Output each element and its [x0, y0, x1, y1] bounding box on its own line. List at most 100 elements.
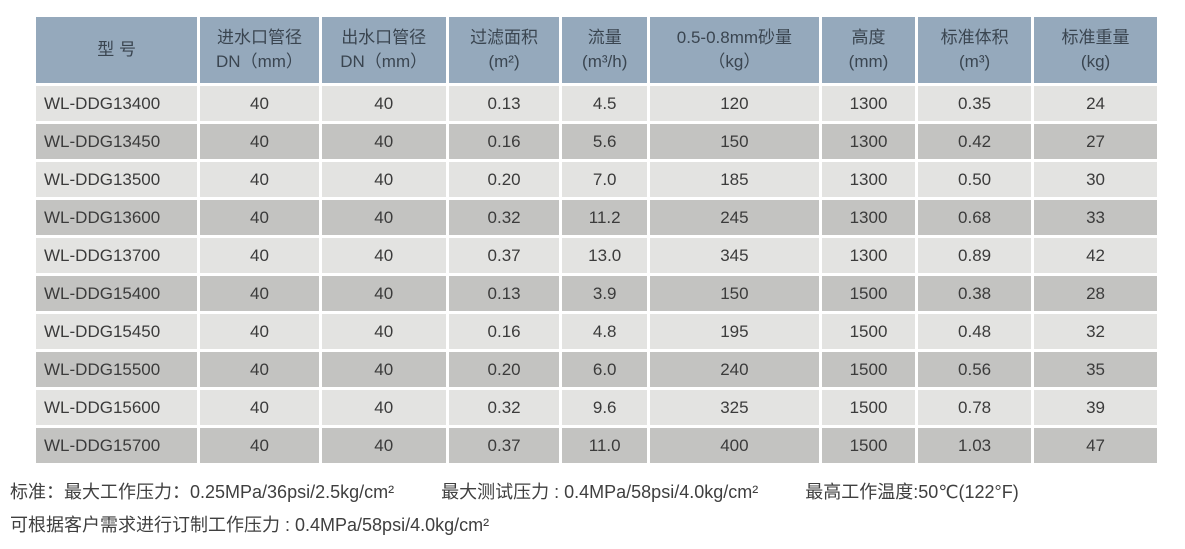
value-cell: 40: [200, 428, 319, 463]
value-cell: 40: [200, 314, 319, 349]
header-row: 型 号进水口管径 DN（mm） 出水口管径 DN（mm） 过滤面积 (m²) 流量 (m³/h…: [36, 17, 1157, 83]
note-max-working-pressure: 标准：最大工作压力：0.25MPa/36psi/2.5kg/cm²: [10, 482, 395, 502]
value-cell: 35: [1034, 352, 1157, 387]
table-row: WL-DDG15600 40 40 0.32 9.6 325 1500 0.78 39: [36, 390, 1157, 425]
note-custom-pressure: 可根据客户需求进行订制工作压力 : 0.4MPa/58psi/4.0kg/cm²: [10, 515, 490, 536]
model-cell: WL-DDG15500: [36, 352, 198, 387]
value-cell: 40: [321, 352, 446, 387]
header-cell-6: 高度 (mm): [821, 17, 916, 83]
header-cell-1: 进水口管径 DN（mm）: [200, 17, 319, 83]
model-cell: WL-DDG15600: [36, 390, 198, 425]
table-row: WL-DDG15400 40 40 0.13 3.9 150 1500 0.38 28: [36, 276, 1157, 311]
spec-table: 型 号进水口管径 DN（mm） 出水口管径 DN（mm） 过滤面积 (m²) 流量 (m³/h…: [33, 14, 1160, 466]
value-cell: 345: [649, 238, 819, 273]
value-cell: 0.13: [448, 276, 560, 311]
value-cell: 40: [200, 86, 319, 121]
value-cell: 40: [200, 390, 319, 425]
value-cell: 120: [649, 86, 819, 121]
value-cell: 40: [321, 238, 446, 273]
value-cell: 40: [321, 428, 446, 463]
value-cell: 0.20: [448, 352, 560, 387]
value-cell: 1500: [821, 276, 916, 311]
value-cell: 150: [649, 124, 819, 159]
value-cell: 195: [649, 314, 819, 349]
value-cell: 1.03: [918, 428, 1032, 463]
value-cell: 1300: [821, 162, 916, 197]
header-cell-7: 标准体积 (m³): [918, 17, 1032, 83]
header-cell-3: 过滤面积 (m²): [448, 17, 560, 83]
header-cell-2: 出水口管径 DN（mm）: [321, 17, 446, 83]
value-cell: 33: [1034, 200, 1157, 235]
table-body: WL-DDG13400 40 40 0.13 4.5 120 1300 0.35 24 WL-DD…: [36, 86, 1157, 463]
note-max-working-temperature: 最高工作温度:50℃(122°F): [805, 482, 1019, 502]
header-cell-8: 标准重量 (kg): [1034, 17, 1157, 83]
model-cell: WL-DDG13450: [36, 124, 198, 159]
value-cell: 40: [321, 162, 446, 197]
value-cell: 1300: [821, 86, 916, 121]
value-cell: 40: [200, 162, 319, 197]
model-cell: WL-DDG15700: [36, 428, 198, 463]
model-cell: WL-DDG15450: [36, 314, 198, 349]
value-cell: 325: [649, 390, 819, 425]
model-cell: WL-DDG15400: [36, 276, 198, 311]
note-max-test-pressure: 最大测试压力 : 0.4MPa/58psi/4.0kg/cm²: [441, 482, 759, 502]
value-cell: 28: [1034, 276, 1157, 311]
header-cell-5: 0.5-0.8mm砂量 （kg）: [649, 17, 819, 83]
value-cell: 0.32: [448, 390, 560, 425]
value-cell: 0.37: [448, 238, 560, 273]
value-cell: 0.32: [448, 200, 560, 235]
value-cell: 27: [1034, 124, 1157, 159]
table-row: WL-DDG13400 40 40 0.13 4.5 120 1300 0.35 24: [36, 86, 1157, 121]
header-cell-0: 型 号: [36, 17, 198, 83]
value-cell: 40: [200, 200, 319, 235]
value-cell: 40: [321, 86, 446, 121]
value-cell: 0.68: [918, 200, 1032, 235]
table-row: WL-DDG15700 40 40 0.37 11.0 400 1500 1.03 47: [36, 428, 1157, 463]
table-header: 型 号进水口管径 DN（mm） 出水口管径 DN（mm） 过滤面积 (m²) 流量 (m³/h…: [36, 17, 1157, 83]
value-cell: 0.78: [918, 390, 1032, 425]
model-cell: WL-DDG13500: [36, 162, 198, 197]
value-cell: 40: [200, 352, 319, 387]
value-cell: 24: [1034, 86, 1157, 121]
value-cell: 0.16: [448, 124, 560, 159]
model-cell: WL-DDG13400: [36, 86, 198, 121]
value-cell: 1300: [821, 238, 916, 273]
value-cell: 1500: [821, 352, 916, 387]
value-cell: 245: [649, 200, 819, 235]
table-row: WL-DDG13450 40 40 0.16 5.6 150 1300 0.42 27: [36, 124, 1157, 159]
value-cell: 0.13: [448, 86, 560, 121]
value-cell: 0.35: [918, 86, 1032, 121]
value-cell: 42: [1034, 238, 1157, 273]
value-cell: 0.20: [448, 162, 560, 197]
value-cell: 1300: [821, 124, 916, 159]
value-cell: 39: [1034, 390, 1157, 425]
value-cell: 0.38: [918, 276, 1032, 311]
value-cell: 4.5: [562, 86, 647, 121]
value-cell: 40: [200, 124, 319, 159]
value-cell: 40: [321, 276, 446, 311]
model-cell: WL-DDG13600: [36, 200, 198, 235]
value-cell: 1500: [821, 390, 916, 425]
value-cell: 1300: [821, 200, 916, 235]
value-cell: 30: [1034, 162, 1157, 197]
note-line-2: 可根据客户需求进行订制工作压力 : 0.4MPa/58psi/4.0kg/cm²: [10, 509, 1160, 542]
value-cell: 0.16: [448, 314, 560, 349]
value-cell: 400: [649, 428, 819, 463]
value-cell: 0.42: [918, 124, 1032, 159]
value-cell: 11.2: [562, 200, 647, 235]
value-cell: 6.0: [562, 352, 647, 387]
value-cell: 13.0: [562, 238, 647, 273]
value-cell: 0.48: [918, 314, 1032, 349]
value-cell: 0.37: [448, 428, 560, 463]
value-cell: 0.50: [918, 162, 1032, 197]
value-cell: 7.0: [562, 162, 647, 197]
value-cell: 1500: [821, 428, 916, 463]
table-row: WL-DDG15500 40 40 0.20 6.0 240 1500 0.56 35: [36, 352, 1157, 387]
notes: 标准：最大工作压力：0.25MPa/36psi/2.5kg/cm² 最大测试压力…: [10, 476, 1160, 543]
value-cell: 40: [321, 200, 446, 235]
table-row: WL-DDG13600 40 40 0.32 11.2 245 1300 0.68 33: [36, 200, 1157, 235]
table-row: WL-DDG13700 40 40 0.37 13.0 345 1300 0.89 42: [36, 238, 1157, 273]
value-cell: 11.0: [562, 428, 647, 463]
value-cell: 32: [1034, 314, 1157, 349]
header-cell-4: 流量 (m³/h): [562, 17, 647, 83]
